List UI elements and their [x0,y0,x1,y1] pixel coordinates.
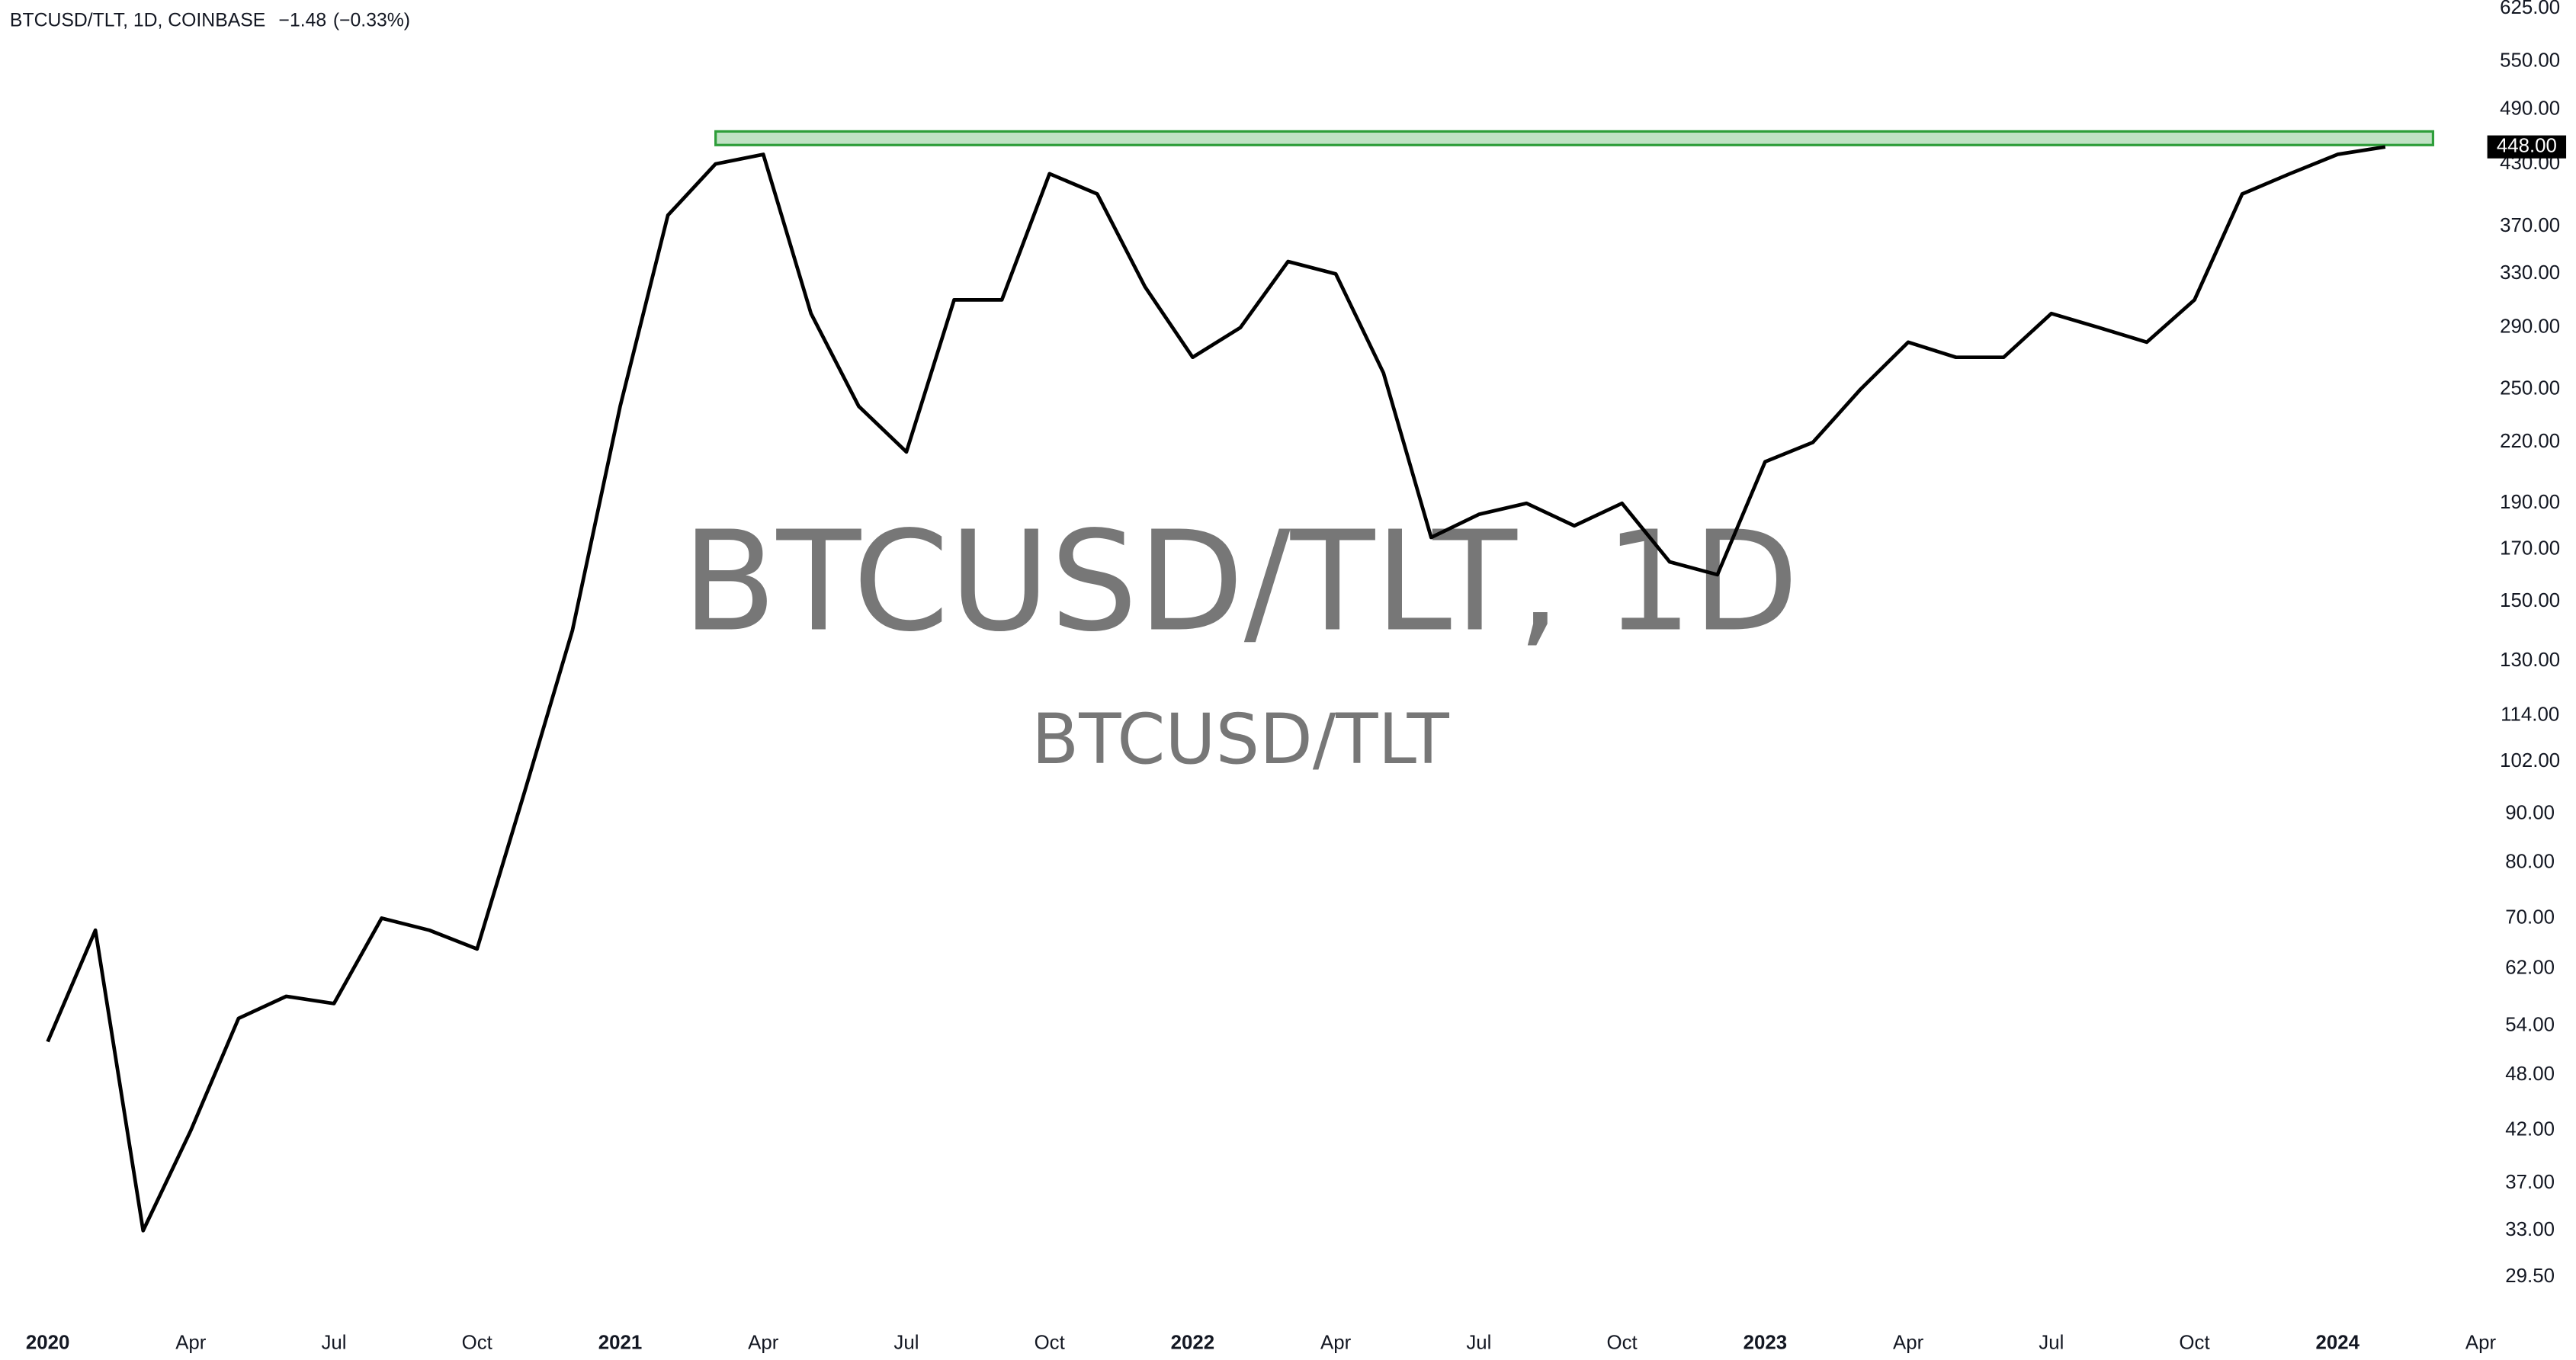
watermark-sub: BTCUSD/TLT [1031,700,1449,780]
y-tick-label: 625.00 [2500,0,2560,18]
x-tick-label: Oct [1035,1332,1065,1353]
x-tick-label: Jul [893,1332,919,1353]
y-tick-label: 250.00 [2500,377,2560,399]
last-price-tag [2487,135,2567,159]
change: −1.48 [279,11,327,31]
y-tick-label: 42.00 [2505,1119,2555,1140]
y-tick-label: 550.00 [2500,50,2560,72]
y-tick-label: 80.00 [2505,851,2555,872]
watermark-main: BTCUSD/TLT, 1D [682,501,1798,662]
resistance-zone [714,130,2435,146]
x-tick-label: Apr [1893,1332,1924,1353]
y-tick-label: 102.00 [2500,750,2560,771]
x-tick-label: 2022 [1171,1332,1215,1353]
x-tick-label: Jul [1466,1332,1491,1353]
x-tick-label: Jul [2039,1332,2064,1353]
x-tick-label: Apr [748,1332,779,1353]
y-tick-label: 330.00 [2500,262,2560,284]
x-tick-label: 2021 [598,1332,643,1353]
y-tick-label: 54.00 [2505,1015,2555,1036]
y-tick-label: 37.00 [2505,1172,2555,1193]
y-tick-label: 62.00 [2505,957,2555,978]
x-tick-label: Apr [175,1332,207,1353]
y-tick-label: 220.00 [2500,431,2560,452]
x-tick-label: Jul [322,1332,347,1353]
x-tick-label: Oct [1607,1332,1638,1353]
y-tick-label: 490.00 [2500,98,2560,120]
y-tick-label: 150.00 [2500,590,2560,611]
last-price-label: 448.00 [2497,136,2557,157]
y-tick-label: 130.00 [2500,650,2560,671]
y-tick-label: 29.50 [2505,1265,2555,1287]
x-tick-label: Apr [1320,1332,1352,1353]
y-tick-label: 190.00 [2500,492,2560,513]
y-tick-label: 33.00 [2505,1219,2555,1240]
y-tick-label: 90.00 [2505,802,2555,823]
x-tick-label: Oct [462,1332,492,1353]
x-tick-label: 2024 [2316,1332,2360,1353]
y-tick-label: 290.00 [2500,316,2560,338]
y-tick-label: 370.00 [2500,215,2560,236]
y-tick-label: 114.00 [2501,704,2559,725]
x-tick-label: 2023 [1744,1332,1788,1353]
y-tick-label: 70.00 [2505,906,2555,928]
y-tick-label: 170.00 [2500,538,2560,560]
x-tick-label: Oct [2179,1332,2209,1353]
symbol: BTCUSD/TLT, 1D, COINBASE [10,11,265,31]
y-tick-label: 48.00 [2505,1063,2555,1085]
x-tick-label: Apr [2465,1332,2497,1353]
x-tick-label: 2020 [26,1332,70,1353]
price-line [46,145,2386,1233]
change-percent: (−0.33%) [333,11,410,31]
